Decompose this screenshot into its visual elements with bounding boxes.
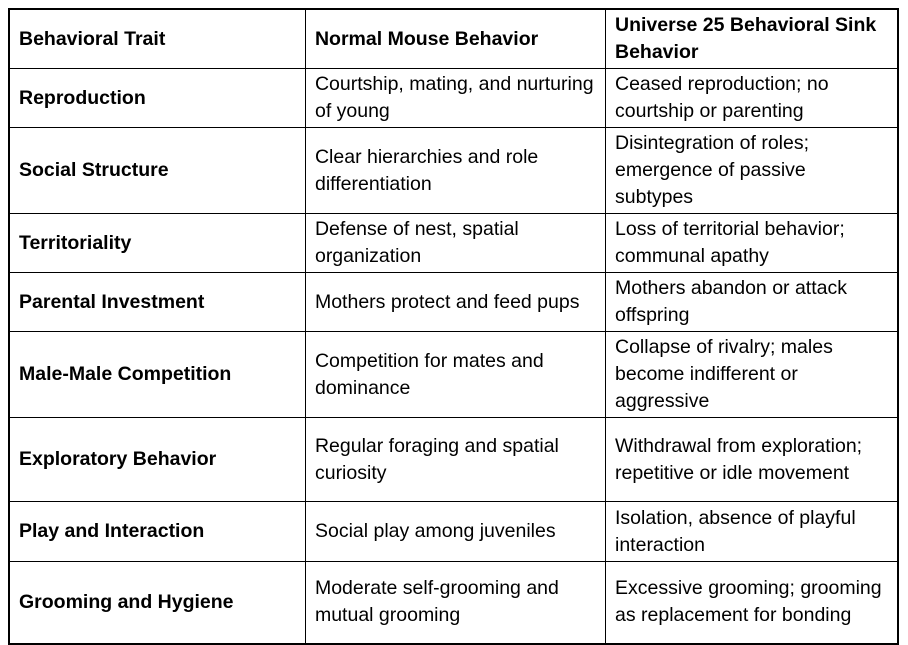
normal-behavior-cell: Courtship, mating, and nurturing of youn… [304,68,607,128]
normal-behavior-cell: Defense of nest, spatial organization [304,213,607,273]
table-row: Play and Interaction Social play among j… [8,501,899,562]
column-header-normal-mouse-behavior: Normal Mouse Behavior [304,8,607,69]
normal-behavior-cell: Competition for mates and dominance [304,331,607,418]
sink-behavior-cell: Excessive grooming; grooming as replacem… [605,561,899,644]
table-row: Territoriality Defense of nest, spatial … [8,213,899,273]
trait-cell: Play and Interaction [8,501,306,562]
normal-behavior-cell: Mothers protect and feed pups [304,272,607,332]
sink-behavior-cell: Isolation, absence of playful interactio… [605,501,899,562]
table-row: Reproduction Courtship, mating, and nurt… [8,68,899,128]
sink-behavior-cell: Ceased reproduction; no courtship or par… [605,68,899,128]
behavior-comparison-table: Behavioral Trait Normal Mouse Behavior U… [8,8,899,645]
normal-behavior-cell: Clear hierarchies and role differentiati… [304,127,607,214]
trait-cell: Social Structure [8,127,306,214]
table-row: Male-Male Competition Competition for ma… [8,331,899,418]
sink-behavior-cell: Loss of territorial behavior; communal a… [605,213,899,273]
table-header: Behavioral Trait Normal Mouse Behavior U… [8,8,899,69]
normal-behavior-cell: Regular foraging and spatial curiosity [304,417,607,502]
trait-cell: Reproduction [8,68,306,128]
trait-cell: Male-Male Competition [8,331,306,418]
sink-behavior-cell: Collapse of rivalry; males become indiff… [605,331,899,418]
normal-behavior-cell: Social play among juveniles [304,501,607,562]
trait-cell: Exploratory Behavior [8,417,306,502]
trait-cell: Grooming and Hygiene [8,561,306,644]
table-body: Reproduction Courtship, mating, and nurt… [8,68,899,644]
sink-behavior-cell: Disintegration of roles; emergence of pa… [605,127,899,214]
header-row: Behavioral Trait Normal Mouse Behavior U… [8,8,899,69]
trait-cell: Parental Investment [8,272,306,332]
trait-cell: Territoriality [8,213,306,273]
table-row: Exploratory Behavior Regular foraging an… [8,417,899,502]
column-header-universe-25-behavioral-sink: Universe 25 Behavioral Sink Behavior [605,8,899,69]
behavior-comparison-table-container: Behavioral Trait Normal Mouse Behavior U… [8,8,899,645]
sink-behavior-cell: Withdrawal from exploration; repetitive … [605,417,899,502]
table-row: Grooming and Hygiene Moderate self-groom… [8,561,899,644]
column-header-behavioral-trait: Behavioral Trait [8,8,306,69]
normal-behavior-cell: Moderate self-grooming and mutual groomi… [304,561,607,644]
table-row: Parental Investment Mothers protect and … [8,272,899,332]
table-row: Social Structure Clear hierarchies and r… [8,127,899,214]
sink-behavior-cell: Mothers abandon or attack offspring [605,272,899,332]
